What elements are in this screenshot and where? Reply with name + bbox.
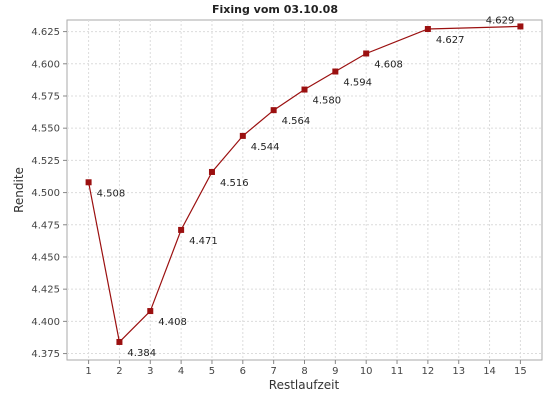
- x-tick-label: 3: [147, 366, 153, 377]
- data-label: 4.594: [343, 78, 372, 89]
- x-axis-ticks: 1 2 3 4 5 6 7 8 9 10 11 12 13 14 15: [85, 360, 527, 377]
- y-tick-label: 4.575: [31, 91, 60, 102]
- data-label: 4.544: [251, 142, 280, 153]
- data-label: 4.471: [189, 236, 218, 247]
- y-tick-label: 4.400: [31, 317, 60, 328]
- x-tick-label: 5: [209, 366, 215, 377]
- data-label: 4.580: [313, 96, 342, 107]
- data-point: [85, 179, 92, 186]
- grid: [67, 20, 542, 360]
- x-tick-label: 6: [240, 366, 246, 377]
- data-label: 4.408: [158, 317, 187, 328]
- data-point: [424, 26, 431, 33]
- data-point: [147, 308, 154, 315]
- data-point: [301, 86, 308, 93]
- x-tick-label: 2: [116, 366, 122, 377]
- x-tick-label: 12: [422, 366, 435, 377]
- x-tick-label: 7: [270, 366, 276, 377]
- series-line-path: [88, 25, 521, 344]
- x-tick-label: 14: [483, 366, 496, 377]
- data-label: 4.384: [127, 348, 156, 359]
- data-point: [517, 23, 524, 30]
- data-point: [239, 132, 246, 139]
- data-label: 4.516: [220, 178, 249, 189]
- data-point: [208, 168, 215, 175]
- data-label: 4.629: [486, 15, 515, 26]
- x-tick-label: 8: [301, 366, 307, 377]
- data-label: 4.627: [436, 35, 465, 46]
- x-tick-label: 4: [178, 366, 184, 377]
- data-point: [270, 107, 277, 114]
- data-labels: 4.508 4.384 4.408 4.471 4.516 4.544 4.5644.580…: [97, 15, 515, 359]
- y-axis-ticks: 4.375 4.400 4.425 4.450 4.475 4.500 4.525 4.550…: [31, 27, 67, 360]
- x-tick-label: 11: [391, 366, 404, 377]
- x-axis-label: Restlaufzeit: [269, 378, 340, 392]
- y-tick-label: 4.625: [31, 27, 60, 38]
- y-tick-label: 4.425: [31, 285, 60, 296]
- data-point: [363, 50, 370, 57]
- data-point: [178, 226, 185, 233]
- data-label: 4.608: [374, 59, 403, 70]
- x-tick-label: 10: [360, 366, 373, 377]
- chart-title: Fixing vom 03.10.08: [212, 3, 338, 16]
- data-point: [116, 338, 123, 345]
- x-tick-label: 1: [85, 366, 91, 377]
- y-tick-label: 4.450: [31, 252, 60, 263]
- y-tick-label: 4.500: [31, 188, 60, 199]
- x-tick-label: 15: [514, 366, 527, 377]
- x-tick-label: 13: [452, 366, 465, 377]
- y-tick-label: 4.375: [31, 349, 60, 360]
- y-tick-label: 4.550: [31, 124, 60, 135]
- data-point: [332, 68, 339, 75]
- series-line: [88, 25, 521, 344]
- y-tick-label: 4.600: [31, 59, 60, 70]
- y-tick-label: 4.525: [31, 156, 60, 167]
- x-tick-label: 9: [332, 366, 338, 377]
- data-label: 4.564: [282, 116, 311, 127]
- series-points: [85, 23, 524, 345]
- y-axis-label: Rendite: [12, 167, 26, 213]
- y-tick-label: 4.475: [31, 220, 60, 231]
- data-label: 4.508: [97, 188, 126, 199]
